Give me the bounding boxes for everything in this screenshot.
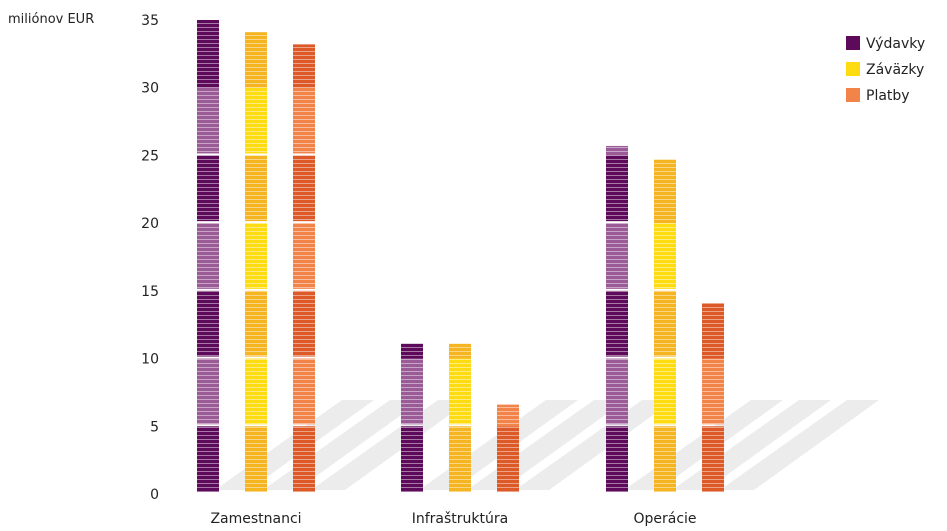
bar-segment bbox=[197, 290, 219, 357]
bar-segment bbox=[606, 426, 628, 492]
legend-swatch bbox=[846, 36, 860, 50]
bar-segment bbox=[197, 87, 219, 154]
bar-záväzky-1 bbox=[449, 343, 471, 492]
bar-segment bbox=[654, 159, 676, 224]
legend-swatch bbox=[846, 88, 860, 102]
x-tick-label: Infraštruktúra bbox=[412, 511, 508, 527]
bar-segment bbox=[401, 343, 423, 359]
y-tick-label: 25 bbox=[141, 148, 159, 164]
bar-segment bbox=[449, 426, 471, 492]
y-tick-label: 20 bbox=[141, 216, 159, 232]
legend-label: Záväzky bbox=[866, 62, 924, 78]
bar-segment bbox=[293, 358, 315, 425]
bar-segment bbox=[702, 426, 724, 492]
bar-segment bbox=[197, 358, 219, 425]
bar-segment bbox=[245, 155, 267, 222]
bar-segment bbox=[606, 358, 628, 425]
y-axis: 0 5 10 15 20 25 30 35 bbox=[141, 13, 159, 503]
bar-segment bbox=[245, 426, 267, 492]
y-tick-label: 10 bbox=[141, 352, 159, 368]
bar-segment bbox=[654, 426, 676, 492]
x-axis: Zamestnanci Infraštruktúra Operácie bbox=[210, 511, 696, 527]
y-tick-label: 15 bbox=[141, 284, 159, 300]
bar-segment bbox=[293, 290, 315, 357]
bar-segment bbox=[449, 343, 471, 359]
y-tick-label: 5 bbox=[150, 419, 159, 435]
bar-segment bbox=[293, 426, 315, 492]
y-tick-label: 30 bbox=[141, 81, 159, 97]
x-tick-label: Zamestnanci bbox=[210, 511, 301, 527]
bar-shadow bbox=[720, 400, 879, 490]
y-tick-label: 35 bbox=[141, 13, 159, 29]
bar-segment bbox=[197, 426, 219, 492]
bar-segment bbox=[245, 358, 267, 425]
bar-segment bbox=[449, 358, 471, 425]
bar-segment bbox=[497, 404, 519, 427]
bar-segment bbox=[654, 358, 676, 425]
bar-segment bbox=[245, 87, 267, 154]
bar-segment bbox=[197, 223, 219, 289]
y-tick-label: 0 bbox=[150, 487, 159, 503]
bar-segment bbox=[197, 155, 219, 222]
bar-segment bbox=[293, 87, 315, 154]
bar-segment bbox=[654, 290, 676, 357]
bar-segment bbox=[293, 44, 315, 88]
bar-segment bbox=[293, 223, 315, 289]
bar-segment bbox=[606, 290, 628, 357]
bar-segment bbox=[654, 223, 676, 289]
bar-výdavky-1 bbox=[401, 343, 423, 492]
bar-segment bbox=[702, 303, 724, 359]
bar-segment bbox=[245, 290, 267, 357]
bar-záväzky-2 bbox=[654, 159, 676, 492]
bar-segment bbox=[245, 223, 267, 289]
bar-segment bbox=[606, 155, 628, 222]
bar-segment bbox=[606, 223, 628, 289]
bar-segment bbox=[497, 426, 519, 492]
bar-segment bbox=[702, 358, 724, 425]
bar-segment bbox=[606, 145, 628, 156]
bar-platby-0 bbox=[293, 44, 315, 492]
y-axis-label: miliónov EUR bbox=[8, 12, 94, 27]
legend-label: Výdavky bbox=[866, 36, 925, 52]
x-tick-label: Operácie bbox=[633, 511, 696, 527]
bar-záväzky-0 bbox=[245, 32, 267, 492]
bar-shadow bbox=[515, 400, 674, 490]
bars bbox=[197, 20, 724, 492]
bar-segment bbox=[401, 358, 423, 425]
legend-swatch bbox=[846, 62, 860, 76]
bar-segment bbox=[401, 426, 423, 492]
bar-výdavky-2 bbox=[606, 145, 628, 492]
bar-segment bbox=[293, 155, 315, 222]
legend-label: Platby bbox=[866, 88, 910, 104]
bar-shadow bbox=[311, 400, 470, 490]
bar-segment bbox=[197, 20, 219, 88]
bar-platby-1 bbox=[497, 404, 519, 492]
bar-platby-2 bbox=[702, 303, 724, 492]
legend: Výdavky Záväzky Platby bbox=[846, 36, 925, 104]
bar-výdavky-0 bbox=[197, 20, 219, 492]
bar-segment bbox=[245, 32, 267, 88]
